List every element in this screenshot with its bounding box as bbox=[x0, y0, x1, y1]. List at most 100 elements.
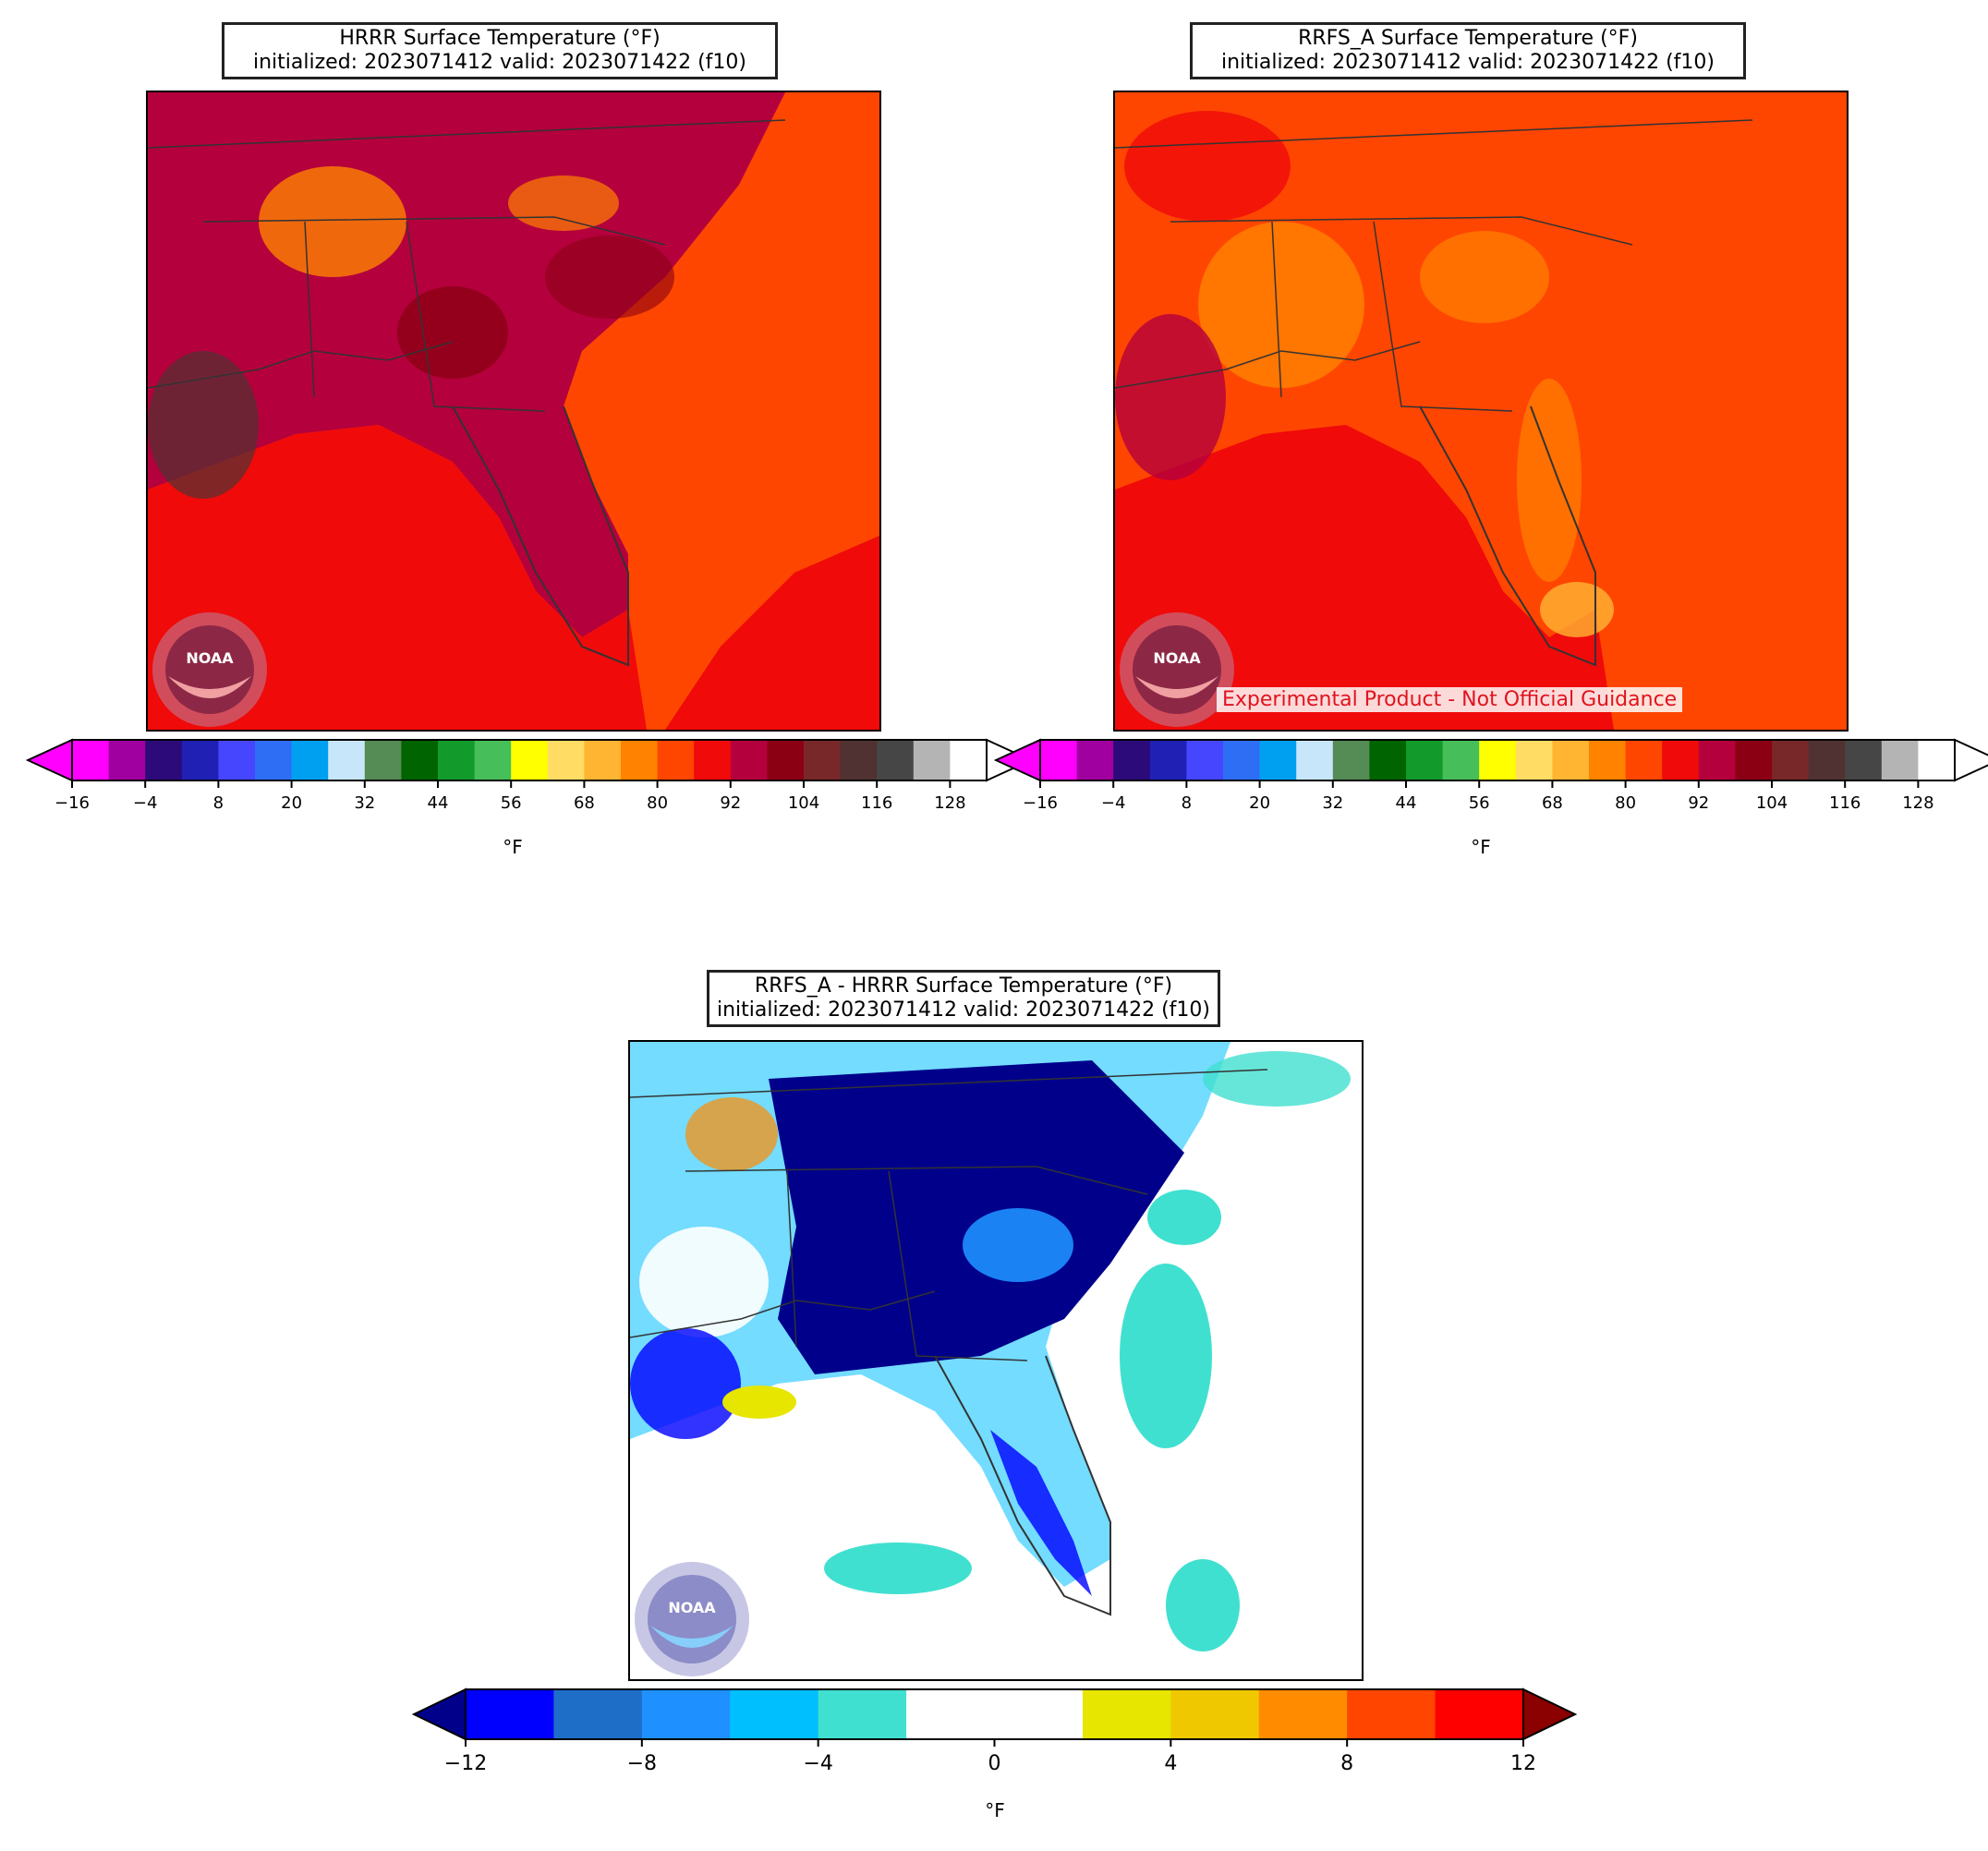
colorbar-tick-label: 80 bbox=[1615, 793, 1637, 813]
colorbar-tick-label: 80 bbox=[647, 793, 669, 813]
rrfs-colorbar-unit: °F bbox=[1471, 836, 1491, 858]
colorbar-swatch bbox=[1347, 1689, 1436, 1739]
colorbar-tick-label: 0 bbox=[988, 1752, 1001, 1775]
colorbar-swatch bbox=[511, 740, 549, 780]
colorbar-swatch bbox=[1845, 740, 1883, 780]
colorbar-swatch bbox=[181, 740, 219, 780]
colorbar-swatch bbox=[401, 740, 439, 780]
colorbar-tick-label: 68 bbox=[573, 793, 595, 813]
colorbar-tick-label: 68 bbox=[1541, 793, 1563, 813]
colorbar-tick-label: −8 bbox=[626, 1752, 658, 1775]
colorbar-swatch bbox=[364, 740, 402, 780]
colorbar-tick-label: −4 bbox=[1100, 793, 1126, 813]
diff-map-field bbox=[630, 1042, 1362, 1679]
hrrr-logo-text: NOAA bbox=[186, 649, 234, 667]
colorbar-swatch bbox=[1881, 740, 1919, 780]
hrrr-colorbar-unit: °F bbox=[503, 836, 523, 858]
colorbar-tick-label: 56 bbox=[500, 793, 522, 813]
colorbar-swatch bbox=[767, 740, 805, 780]
colorbar-swatch bbox=[547, 740, 585, 780]
colorbar-tick-label: 32 bbox=[354, 793, 376, 813]
colorbar-swatch bbox=[1082, 1689, 1171, 1739]
colorbar-swatch bbox=[72, 740, 110, 780]
colorbar-tick-label: 116 bbox=[861, 793, 893, 813]
hrrr-map-field bbox=[148, 92, 879, 730]
colorbar-tick-label: 8 bbox=[212, 793, 224, 813]
colorbar-tick-label: −4 bbox=[132, 793, 158, 813]
colorbar-swatch bbox=[730, 740, 768, 780]
colorbar-swatch bbox=[1369, 740, 1407, 780]
colorbar-tick-label: 56 bbox=[1468, 793, 1490, 813]
colorbar-tick-label: −16 bbox=[55, 793, 90, 813]
colorbar-tick-label: 128 bbox=[1902, 793, 1934, 813]
colorbar-swatch bbox=[1113, 740, 1151, 780]
colorbar-tick-label: −4 bbox=[803, 1752, 833, 1775]
colorbar-swatch bbox=[694, 740, 732, 780]
colorbar-extend-low bbox=[412, 1688, 467, 1741]
rrfs-title: RRFS_A Surface Temperature (°F) initiali… bbox=[1190, 22, 1746, 79]
colorbar-swatch bbox=[438, 740, 476, 780]
colorbar-swatch bbox=[1735, 740, 1773, 780]
colorbar-swatch bbox=[1170, 1689, 1260, 1739]
colorbar-tick-label: 44 bbox=[427, 793, 449, 813]
colorbar-extend-high bbox=[1954, 738, 1988, 782]
colorbar-extend-low bbox=[26, 738, 73, 782]
colorbar-swatch bbox=[840, 740, 878, 780]
colorbar-swatch bbox=[818, 1689, 907, 1739]
colorbar-tick-label: 104 bbox=[1755, 793, 1788, 813]
colorbar-swatch bbox=[1442, 740, 1480, 780]
colorbar-swatch bbox=[913, 740, 951, 780]
rrfs-map: NOAA Experimental Product - Not Official… bbox=[1113, 91, 1849, 732]
diff-map: NOAA bbox=[628, 1040, 1364, 1681]
colorbar-swatch bbox=[1223, 740, 1261, 780]
hrrr-noaa-logo: NOAA bbox=[152, 612, 267, 727]
colorbar-tick-label: 44 bbox=[1395, 793, 1417, 813]
colorbar-swatch bbox=[255, 740, 293, 780]
hrrr-colorbar bbox=[26, 738, 1033, 788]
colorbar-swatch bbox=[1296, 740, 1334, 780]
colorbar-tick-label: 20 bbox=[281, 793, 303, 813]
colorbar-swatch bbox=[108, 740, 146, 780]
colorbar-swatch bbox=[1479, 740, 1517, 780]
colorbar-swatch bbox=[291, 740, 329, 780]
colorbar-swatch bbox=[994, 1689, 1084, 1739]
colorbar-swatch bbox=[641, 1689, 731, 1739]
colorbar-swatch bbox=[1698, 740, 1736, 780]
colorbar-swatch bbox=[1258, 1689, 1348, 1739]
colorbar-swatch bbox=[1772, 740, 1810, 780]
colorbar-swatch bbox=[1625, 740, 1663, 780]
diff-title-line2: initialized: 2023071412 valid: 202307142… bbox=[717, 998, 1210, 1022]
colorbar-swatch bbox=[906, 1689, 995, 1739]
colorbar-tick-label: 128 bbox=[934, 793, 966, 813]
rrfs-title-line1: RRFS_A Surface Temperature (°F) bbox=[1298, 27, 1638, 50]
colorbar-tick-label: 92 bbox=[1688, 793, 1710, 813]
colorbar-tick-label: 104 bbox=[787, 793, 820, 813]
colorbar-swatch bbox=[1515, 740, 1553, 780]
diff-title-line1: RRFS_A - HRRR Surface Temperature (°F) bbox=[754, 974, 1173, 998]
colorbar-swatch bbox=[1332, 740, 1370, 780]
colorbar-swatch bbox=[466, 1689, 554, 1739]
colorbar-tick-label: 12 bbox=[1510, 1752, 1536, 1775]
colorbar-swatch bbox=[730, 1689, 819, 1739]
colorbar-tick-label: 8 bbox=[1181, 793, 1193, 813]
hrrr-title-line1: HRRR Surface Temperature (°F) bbox=[339, 27, 661, 50]
diff-title: RRFS_A - HRRR Surface Temperature (°F) i… bbox=[707, 970, 1220, 1027]
colorbar-swatch bbox=[1149, 740, 1187, 780]
hrrr-title-line2: initialized: 2023071412 valid: 202307142… bbox=[253, 51, 746, 74]
colorbar-swatch bbox=[1589, 740, 1627, 780]
rrfs-title-line2: initialized: 2023071412 valid: 202307142… bbox=[1221, 51, 1715, 74]
colorbar-swatch bbox=[1552, 740, 1590, 780]
colorbar-extend-high bbox=[1522, 1688, 1578, 1741]
colorbar-tick-label: 8 bbox=[1340, 1752, 1354, 1775]
colorbar-swatch bbox=[218, 740, 256, 780]
rrfs-map-field bbox=[1115, 92, 1847, 730]
rrfs-logo-text: NOAA bbox=[1153, 649, 1201, 667]
colorbar-swatch bbox=[328, 740, 366, 780]
diff-colorbar-unit: °F bbox=[985, 1799, 1005, 1821]
rrfs-colorbar bbox=[994, 738, 1988, 788]
colorbar-swatch bbox=[1259, 740, 1297, 780]
diff-noaa-logo: NOAA bbox=[635, 1562, 749, 1676]
colorbar-swatch bbox=[621, 740, 659, 780]
colorbar-swatch bbox=[1918, 740, 1956, 780]
colorbar-swatch bbox=[1040, 740, 1078, 780]
